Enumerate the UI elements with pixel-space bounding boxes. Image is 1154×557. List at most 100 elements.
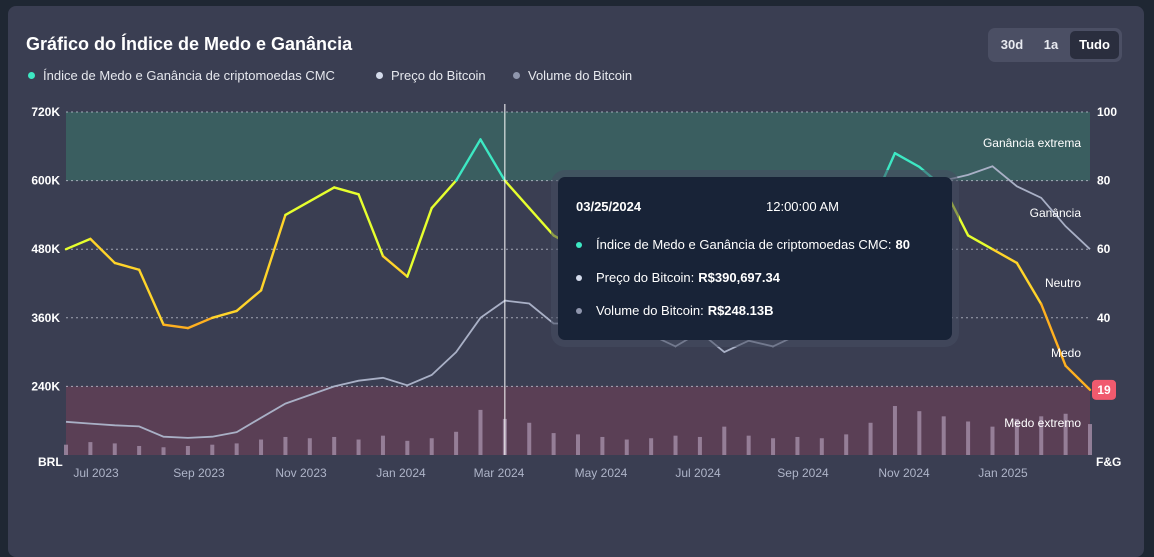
volume-bar: [161, 447, 166, 455]
tooltip-row-price: Preço do Bitcoin: R$390,697.34: [576, 270, 780, 285]
fg-line-segment: [89, 237, 116, 265]
fg-line-segment: [162, 323, 190, 330]
volume-bar: [1088, 424, 1092, 455]
fg-line-segment: [1015, 261, 1043, 306]
x-axis-tick: May 2024: [575, 466, 628, 480]
fg-line-segment: [503, 179, 531, 210]
volume-bar: [137, 445, 142, 455]
right-axis-tick: 100: [1097, 105, 1117, 119]
right-axis-title: F&G: [1096, 455, 1121, 469]
x-axis-tick: Nov 2024: [878, 466, 930, 480]
volume-bar: [966, 421, 971, 455]
volume-bar: [307, 438, 312, 455]
tooltip-row-volume: Volume do Bitcoin: R$248.13B: [576, 303, 773, 318]
fg-line-segment: [479, 138, 507, 182]
current-value-badge: [1092, 379, 1116, 400]
x-axis-tick: Nov 2023: [275, 466, 327, 480]
volume-bar: [234, 443, 239, 455]
volume-bar: [210, 444, 215, 455]
legend-item-volume[interactable]: Volume do Bitcoin: [513, 68, 632, 83]
fg-line-segment: [430, 179, 458, 210]
volume-bar: [527, 422, 532, 455]
left-axis-tick: 720K: [31, 105, 60, 119]
volume-bar: [1014, 418, 1019, 455]
dot-icon: [576, 241, 582, 248]
zone-label: Ganância: [1030, 206, 1082, 220]
range-1y-button[interactable]: 1a: [1043, 37, 1059, 52]
x-axis-tick: Jul 2024: [675, 466, 721, 480]
range-selector: 30d 1a Tudo: [988, 28, 1122, 62]
chart-title: Gráfico do Índice de Medo e Ganância: [26, 34, 353, 54]
tooltip-value: R$390,697.34: [698, 270, 780, 285]
tooltip: 03/25/2024 12:00:00 AM Índice de Medo e …: [558, 177, 952, 340]
fg-line-segment: [454, 138, 482, 182]
fg-line-segment: [284, 199, 312, 217]
dot-icon: [576, 274, 582, 281]
fg-line-segment: [406, 206, 433, 278]
dot-icon: [576, 307, 582, 314]
range-30d-button[interactable]: 30d: [1000, 37, 1024, 52]
right-axis-tick: 60: [1097, 242, 1111, 256]
range-all-button[interactable]: Tudo: [1070, 31, 1119, 59]
x-axis-tick: Jan 2024: [376, 466, 426, 480]
tooltip-row-fg: Índice de Medo e Ganância de criptomoeda…: [576, 237, 910, 252]
fg-line-segment: [137, 268, 165, 326]
volume-bar: [722, 426, 727, 455]
fg-line-segment: [893, 151, 921, 169]
legend-label: Índice de Medo e Ganância de criptomoeda…: [43, 68, 335, 83]
zone-label: Ganância extrema: [983, 136, 1081, 150]
volume-bar: [283, 436, 288, 455]
volume-bar: [380, 435, 385, 455]
tooltip-value: 80: [895, 237, 911, 252]
volume-bar: [795, 436, 800, 455]
tooltip-label: Volume do Bitcoin:: [596, 303, 704, 318]
x-axis-tick: Sep 2023: [173, 466, 225, 480]
fg-line-segment: [966, 234, 994, 251]
legend-dot-icon: [513, 72, 520, 79]
volume-bar: [64, 444, 68, 455]
fg-line-segment: [381, 254, 409, 278]
left-axis-tick: 600K: [31, 174, 60, 188]
volume-bar: [185, 445, 190, 455]
volume-bar: [356, 439, 361, 455]
tooltip-label: Preço do Bitcoin:: [596, 270, 695, 285]
fg-line-segment: [235, 289, 263, 313]
legend-label: Volume do Bitcoin: [528, 68, 633, 83]
fg-line-segment: [357, 193, 385, 258]
zone-label: Neutro: [1045, 276, 1081, 290]
left-axis-tick: 360K: [31, 311, 60, 325]
volume-bar: [673, 435, 678, 455]
volume-bar: [454, 431, 459, 455]
fg-line-segment: [211, 309, 238, 319]
volume-bar: [1063, 413, 1068, 455]
fg-line-segment: [259, 213, 287, 292]
volume-bar: [868, 422, 873, 455]
volume-bar: [576, 434, 580, 455]
volume-bar: [892, 406, 897, 455]
volume-bar: [990, 426, 995, 455]
volume-bar: [332, 436, 337, 455]
left-axis-title: BRL: [38, 455, 63, 469]
x-axis-tick: Mar 2024: [474, 466, 525, 480]
legend-item-price[interactable]: Preço do Bitcoin: [376, 68, 486, 83]
volume-bar: [88, 442, 93, 455]
volume-bar: [478, 409, 483, 455]
tooltip-value: R$248.13B: [707, 303, 774, 318]
volume-bar: [429, 438, 434, 455]
x-axis-tick: Jan 2025: [978, 466, 1028, 480]
fg-line-segment: [308, 186, 336, 203]
tooltip-time: 12:00:00 AM: [766, 199, 839, 214]
volume-bar: [746, 435, 751, 455]
volume-bar: [917, 411, 922, 455]
legend-item-fg[interactable]: Índice de Medo e Ganância de criptomoeda…: [28, 68, 335, 83]
legend-dot-icon: [376, 72, 383, 79]
legend-label: Preço do Bitcoin: [391, 68, 486, 83]
volume-bar: [649, 438, 654, 455]
zone-label: Medo: [1051, 346, 1081, 360]
zone-label: Medo extremo: [1004, 416, 1081, 430]
volume-bar: [844, 434, 849, 455]
left-axis-tick: 240K: [31, 379, 60, 393]
tooltip-date: 03/25/2024: [576, 199, 642, 214]
tooltip-label: Índice de Medo e Ganância de criptomoeda…: [596, 237, 892, 252]
